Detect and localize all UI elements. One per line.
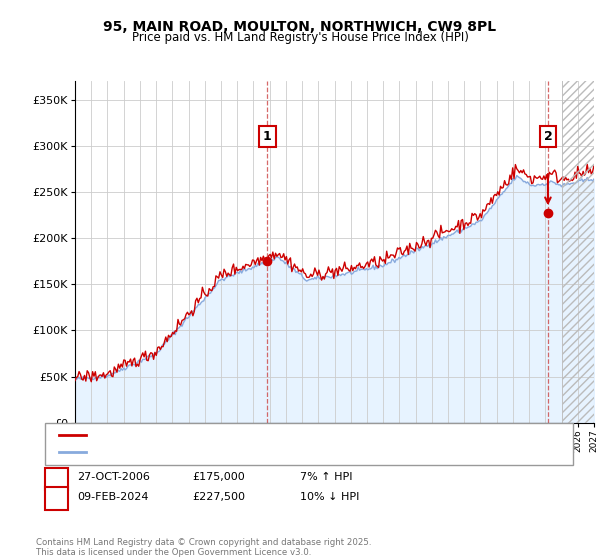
Text: £227,500: £227,500 bbox=[192, 492, 245, 502]
Text: HPI: Average price, semi-detached house, Cheshire West and Chester: HPI: Average price, semi-detached house,… bbox=[92, 447, 439, 457]
Text: 09-FEB-2024: 09-FEB-2024 bbox=[77, 492, 148, 502]
Text: Contains HM Land Registry data © Crown copyright and database right 2025.
This d: Contains HM Land Registry data © Crown c… bbox=[36, 538, 371, 557]
Text: £175,000: £175,000 bbox=[192, 472, 245, 482]
Text: 1: 1 bbox=[263, 130, 272, 143]
Text: 95, MAIN ROAD, MOULTON, NORTHWICH, CW9 8PL (semi-detached house): 95, MAIN ROAD, MOULTON, NORTHWICH, CW9 8… bbox=[92, 431, 461, 440]
Text: 1: 1 bbox=[52, 470, 61, 484]
Text: 27-OCT-2006: 27-OCT-2006 bbox=[77, 472, 149, 482]
Text: 2: 2 bbox=[52, 490, 61, 503]
Text: 7% ↑ HPI: 7% ↑ HPI bbox=[300, 472, 353, 482]
Text: 95, MAIN ROAD, MOULTON, NORTHWICH, CW9 8PL: 95, MAIN ROAD, MOULTON, NORTHWICH, CW9 8… bbox=[103, 20, 497, 34]
Text: 2: 2 bbox=[544, 130, 553, 143]
Text: Price paid vs. HM Land Registry's House Price Index (HPI): Price paid vs. HM Land Registry's House … bbox=[131, 31, 469, 44]
Text: 10% ↓ HPI: 10% ↓ HPI bbox=[300, 492, 359, 502]
